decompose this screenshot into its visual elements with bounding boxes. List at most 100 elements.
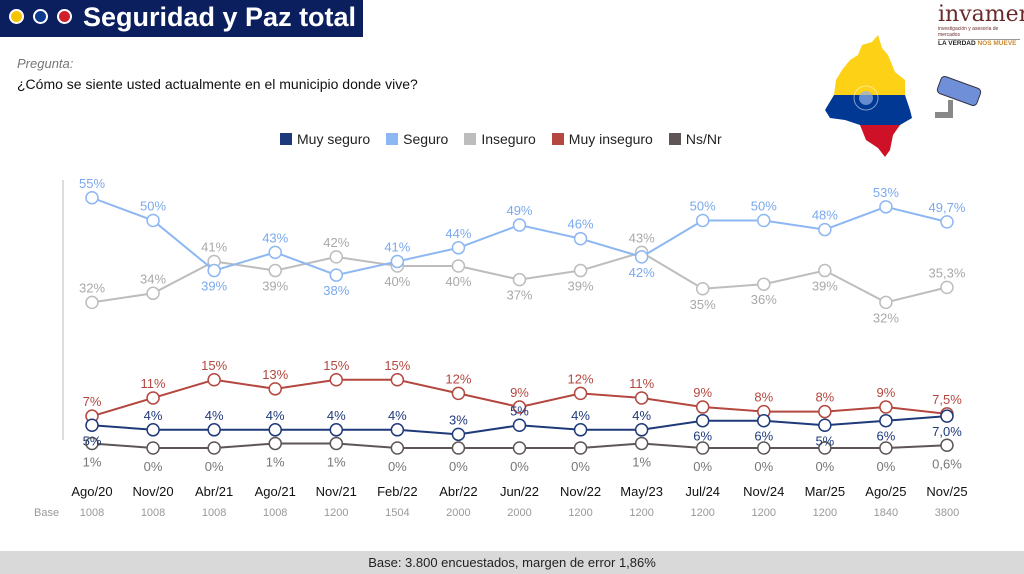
data-label: 32% — [873, 310, 899, 325]
data-point — [329, 423, 344, 437]
data-label: 0% — [388, 459, 407, 474]
data-point — [85, 436, 99, 451]
data-label: 39% — [568, 279, 594, 294]
x-tick-label: Ago/21 — [255, 484, 296, 499]
base-value: 1008 — [80, 507, 104, 519]
data-point — [268, 423, 282, 437]
data-point — [879, 441, 893, 455]
data-label: 39% — [201, 279, 227, 294]
data-point — [146, 286, 160, 301]
data-point — [268, 245, 282, 260]
x-tick-label: Nov/21 — [316, 484, 357, 499]
legend-swatch — [464, 133, 477, 145]
data-point — [940, 280, 954, 295]
data-label: 50% — [140, 199, 166, 214]
legend-item: Seguro — [386, 131, 448, 147]
data-point — [268, 382, 282, 396]
data-point — [451, 441, 466, 455]
data-label: 5% — [83, 433, 102, 448]
data-point — [85, 295, 99, 310]
data-label: 0% — [144, 459, 163, 474]
data-label: 41% — [201, 239, 227, 254]
base-value: 1200 — [813, 507, 837, 519]
data-label: 6% — [877, 429, 896, 444]
data-label: 43% — [629, 230, 655, 245]
data-point — [879, 295, 893, 310]
data-point — [451, 259, 466, 273]
data-point — [695, 400, 710, 414]
data-point — [451, 386, 466, 401]
data-point — [207, 373, 221, 387]
legend-label: Muy seguro — [297, 131, 371, 147]
data-label: 8% — [815, 390, 834, 405]
data-label: 6% — [754, 429, 773, 444]
data-label: 48% — [812, 208, 838, 223]
data-point — [512, 218, 527, 232]
data-point — [146, 391, 160, 405]
data-point — [818, 222, 832, 237]
data-label: 37% — [506, 288, 532, 303]
x-tick-label: Nov/25 — [926, 484, 967, 499]
data-label: 15% — [323, 358, 349, 373]
data-point — [573, 231, 588, 246]
data-point — [634, 436, 649, 451]
data-label: 0% — [877, 459, 896, 474]
tagline-b: NOS MUEVE — [977, 40, 1017, 47]
data-point — [85, 418, 99, 432]
logo-subtitle: investigación y asesoría de mercados — [938, 26, 999, 38]
x-tick-label: Nov/22 — [560, 484, 601, 499]
legend-label: Ns/Nr — [685, 131, 722, 147]
data-point — [573, 441, 588, 455]
data-point — [818, 418, 832, 432]
data-point — [512, 400, 527, 414]
data-label: 11% — [629, 376, 654, 391]
data-label: 53% — [873, 185, 899, 200]
data-label: 11% — [141, 376, 166, 391]
base-value: 1008 — [141, 507, 165, 519]
data-point — [512, 441, 527, 455]
data-label: 0% — [449, 459, 468, 474]
chart-legend: Muy seguro Seguro Inseguro Muy inseguro Ns/N… — [280, 131, 722, 147]
x-tick-label: Ago/25 — [865, 484, 906, 499]
legend-label: Inseguro — [481, 131, 536, 147]
x-tick-label: Abr/22 — [439, 484, 477, 499]
data-label: 0% — [815, 459, 834, 474]
legend-item: Ns/Nr — [668, 131, 722, 147]
data-point — [146, 441, 160, 455]
data-label: 49,7% — [929, 200, 966, 215]
base-value: 3800 — [935, 507, 959, 519]
data-label: 4% — [144, 408, 163, 423]
data-point — [573, 263, 588, 278]
data-label: 35% — [690, 297, 716, 312]
data-label: 5% — [510, 403, 529, 418]
data-label: 7,0% — [932, 424, 962, 439]
data-point — [207, 263, 221, 278]
tagline-a: LA VERDAD — [938, 40, 978, 47]
data-point — [268, 263, 282, 278]
data-point — [207, 441, 221, 455]
data-label: 4% — [388, 408, 407, 423]
data-label: 42% — [629, 265, 655, 280]
data-point — [695, 413, 710, 428]
legend-item: Inseguro — [464, 131, 536, 147]
data-label: 0% — [693, 459, 712, 474]
data-label: 55% — [79, 176, 105, 191]
data-point — [329, 373, 344, 387]
data-label: 1% — [83, 454, 102, 469]
data-point — [451, 427, 466, 442]
base-value: 1504 — [385, 507, 409, 519]
data-label: 0% — [571, 459, 590, 474]
data-label: 0,6% — [932, 456, 962, 471]
x-tick-label: Nov/20 — [132, 484, 173, 499]
data-label: 0% — [510, 459, 529, 474]
legend-swatch — [386, 133, 399, 145]
legend-label: Muy inseguro — [568, 131, 653, 147]
data-point — [940, 409, 954, 423]
data-point — [573, 423, 588, 437]
invamer-logo: invamer investigación y asesoría de merc… — [938, 4, 1024, 47]
title-bar: Seguridad y Paz total — [0, 0, 363, 37]
data-point — [818, 404, 832, 419]
data-point — [146, 213, 160, 228]
base-row-label: Base — [34, 507, 59, 519]
